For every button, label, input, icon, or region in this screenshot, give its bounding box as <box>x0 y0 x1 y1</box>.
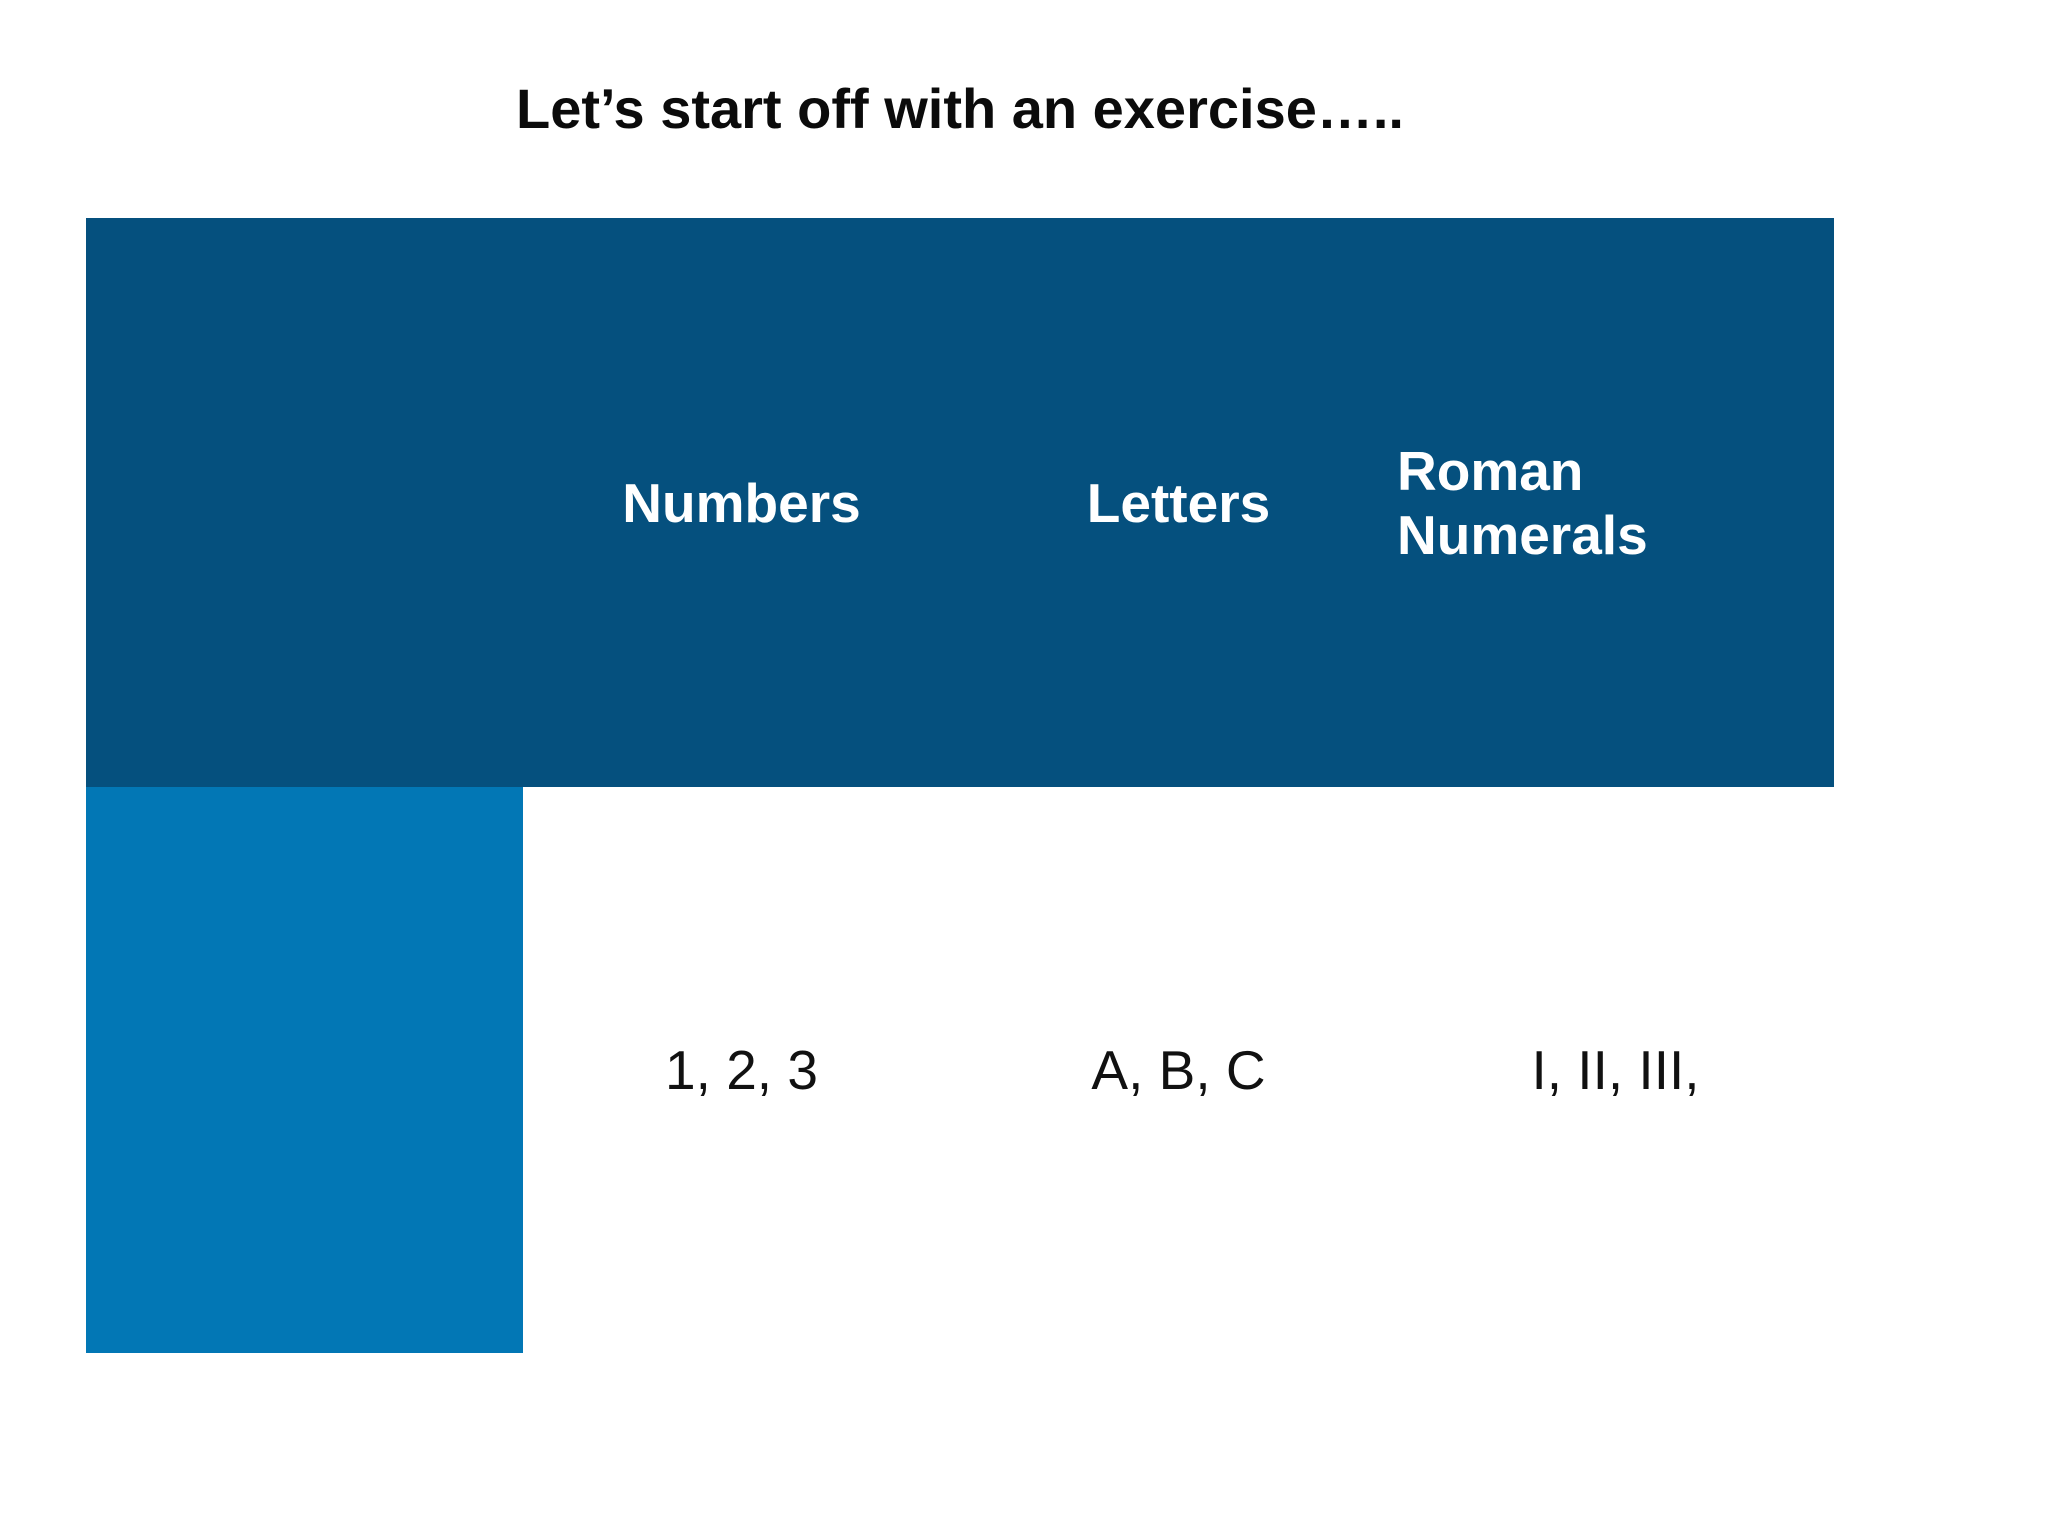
slide-title: Let’s start off with an exercise….. <box>516 77 1404 140</box>
table-body-row: 1, 2, 3 A, B, C I, II, III, <box>86 787 1834 1353</box>
cell-roman-numerals: I, II, III, <box>1531 1039 1700 1101</box>
header-cell-roman-numerals: Roman Numerals <box>1397 439 1648 566</box>
header-cell-letters: Letters <box>1086 471 1271 534</box>
row-label-cell <box>86 787 523 1353</box>
header-cell-blank <box>86 218 523 787</box>
header-cell-numbers: Numbers <box>622 471 861 534</box>
cell-numbers: 1, 2, 3 <box>665 1039 818 1101</box>
cell-letters: A, B, C <box>1091 1039 1266 1101</box>
table-header-row: Numbers Letters Roman Numerals <box>86 218 1834 787</box>
exercise-table: Numbers Letters Roman Numerals 1, 2, 3 A… <box>86 218 1834 1353</box>
